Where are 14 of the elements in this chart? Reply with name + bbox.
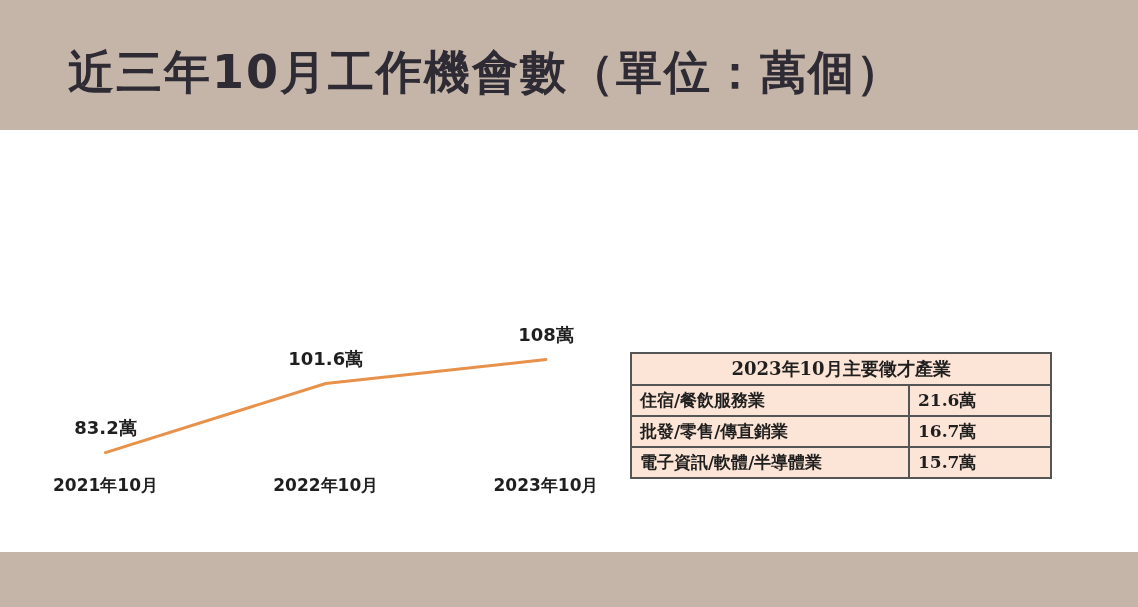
data-label: 16.7萬 [909, 416, 1051, 447]
x-tick-label: 2021年10月 [52, 475, 158, 496]
category-label: 電子資訊/軟體/半導體業 [631, 447, 909, 478]
data-label: 15.7萬 [909, 447, 1051, 478]
category-label: 住宿/餐飲服務業 [631, 385, 909, 416]
data-label: 108萬 [518, 324, 574, 346]
x-tick-label: 2022年10月 [273, 475, 379, 496]
chart-title: 近三年10月工作機會數（單位：萬個） [68, 44, 905, 100]
category-label: 批發/零售/傳直銷業 [631, 416, 909, 447]
data-label: 21.6萬 [909, 385, 1051, 416]
text: 2023年10月主要徵才產業 [631, 353, 1051, 385]
data-label: 83.2萬 [74, 417, 137, 439]
data-label: 101.6萬 [288, 348, 364, 370]
x-tick-label: 2023年10月 [493, 475, 599, 496]
